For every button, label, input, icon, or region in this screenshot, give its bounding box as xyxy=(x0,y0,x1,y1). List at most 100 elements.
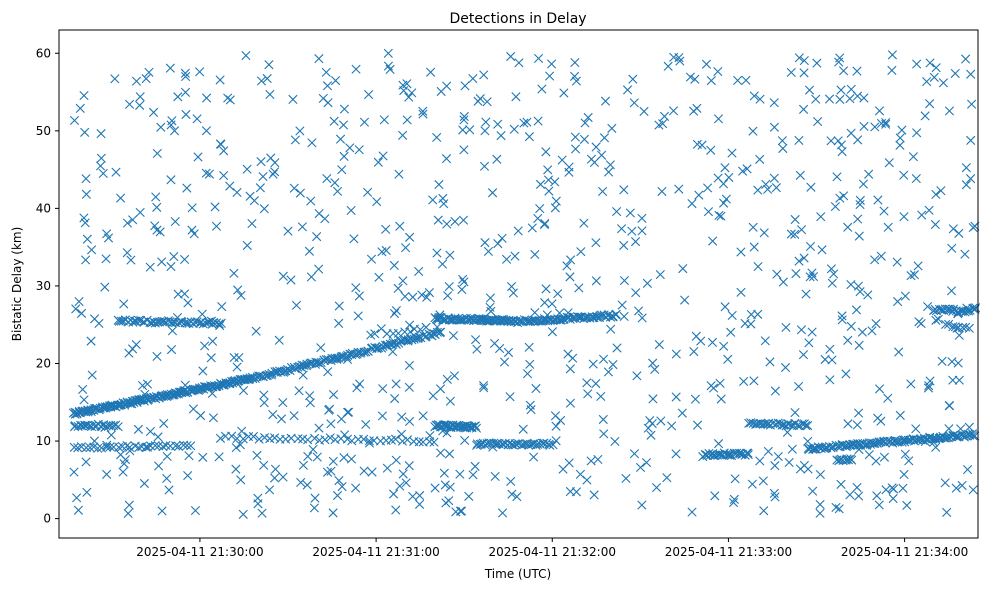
scatter-point xyxy=(923,301,933,312)
scatter-point xyxy=(421,322,431,332)
scatter-point xyxy=(140,389,150,399)
scatter-point xyxy=(204,169,215,179)
scatter-point xyxy=(966,174,976,184)
scatter-point xyxy=(630,237,641,247)
scatter-point xyxy=(312,232,322,242)
scatter-point xyxy=(364,436,374,446)
scatter-point xyxy=(460,81,470,91)
scatter-point xyxy=(398,469,408,479)
scatter-point xyxy=(150,440,160,451)
scatter-point xyxy=(352,383,362,393)
scatter-point xyxy=(713,66,723,77)
scatter-point xyxy=(361,419,371,430)
scatter-point xyxy=(182,183,192,193)
scatter-point xyxy=(132,396,142,406)
scatter-point xyxy=(166,345,177,355)
scatter-point xyxy=(405,232,415,242)
scatter-point xyxy=(703,183,713,193)
scatter-point xyxy=(533,53,544,64)
scatter-point xyxy=(548,440,558,450)
scatter-point xyxy=(422,292,432,302)
scatter-point xyxy=(837,315,847,325)
scatter-point xyxy=(346,454,357,464)
scatter-point xyxy=(881,485,891,495)
scatter-point xyxy=(529,452,539,462)
scatter-point xyxy=(655,269,665,280)
scatter-point xyxy=(772,269,782,279)
scatter-point xyxy=(696,336,706,346)
scatter-point xyxy=(947,357,957,367)
scatter-point xyxy=(960,249,970,259)
scatter-point xyxy=(372,197,382,207)
scatter-point xyxy=(266,153,276,163)
scatter-point xyxy=(192,317,202,327)
scatter-point xyxy=(883,222,893,232)
scatter-point xyxy=(889,484,899,494)
scatter-point xyxy=(874,384,885,394)
scatter-point xyxy=(853,281,863,291)
scatter-point xyxy=(123,508,133,519)
scatter-point xyxy=(118,467,128,477)
scatter-point xyxy=(631,288,641,298)
scatter-point xyxy=(855,287,865,297)
scatter-point xyxy=(126,255,136,265)
scatter-point xyxy=(721,194,731,204)
scatter-point xyxy=(400,291,410,302)
scatter-point xyxy=(887,50,898,60)
scatter-point xyxy=(725,450,735,460)
scatter-point xyxy=(506,51,516,62)
scatter-point xyxy=(957,480,967,491)
scatter-point xyxy=(233,285,243,295)
scatter-point xyxy=(158,442,168,452)
scatter-point xyxy=(482,97,492,107)
scatter-point xyxy=(342,354,353,365)
scatter-point xyxy=(378,384,388,394)
scatter-point xyxy=(309,503,319,513)
scatter-point xyxy=(353,311,363,321)
scatter-point xyxy=(668,106,679,116)
scatter-point xyxy=(698,452,708,462)
scatter-point xyxy=(142,442,153,452)
scatter-point xyxy=(281,434,291,444)
scatter-point xyxy=(414,266,424,277)
scatter-point xyxy=(354,291,364,301)
scatter-point xyxy=(765,357,775,367)
scatter-point xyxy=(377,411,388,421)
scatter-point xyxy=(135,92,145,102)
scatter-point xyxy=(619,275,630,286)
scatter-point xyxy=(210,202,220,212)
scatter-point xyxy=(820,354,830,365)
scatter-point xyxy=(192,114,202,124)
scatter-point xyxy=(544,186,554,196)
scatter-point xyxy=(782,427,793,437)
scatter-point xyxy=(102,442,112,452)
scatter-point xyxy=(186,441,196,451)
scatter-point xyxy=(899,170,909,180)
scatter-point xyxy=(778,277,788,287)
scatter-point xyxy=(435,448,446,458)
scatter-point xyxy=(468,73,478,84)
scatter-point xyxy=(81,457,91,467)
scatter-point xyxy=(760,336,770,346)
scatter-point xyxy=(337,351,347,361)
scatter-point xyxy=(236,475,246,485)
scatter-point xyxy=(795,170,805,180)
scatter-point xyxy=(321,67,331,77)
scatter-point xyxy=(458,125,468,135)
scatter-point xyxy=(289,183,299,193)
y-tick-label: 60 xyxy=(36,46,51,60)
scatter-point xyxy=(124,500,134,510)
scatter-point xyxy=(478,380,489,391)
scatter-point xyxy=(299,360,309,370)
scatter-point xyxy=(803,464,813,474)
scatter-point xyxy=(216,139,226,150)
scatter-point xyxy=(753,309,763,319)
scatter-point xyxy=(247,218,257,229)
scatter-point xyxy=(459,277,469,287)
scatter-point xyxy=(183,298,193,308)
scatter-point xyxy=(759,228,769,238)
scatter-point xyxy=(954,228,964,238)
scatter-point xyxy=(781,322,791,333)
scatter-point xyxy=(206,353,216,363)
scatter-point xyxy=(131,339,141,350)
